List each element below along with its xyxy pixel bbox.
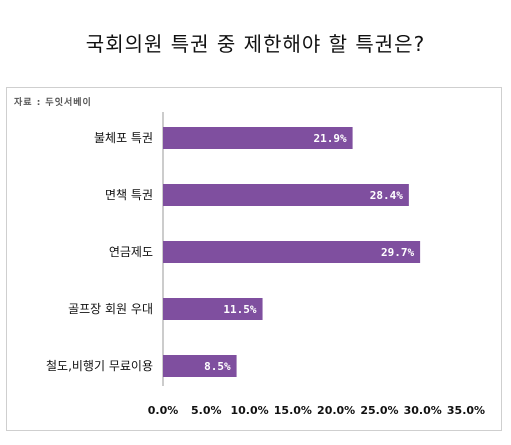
- value-label-4: 8.5%: [204, 360, 231, 373]
- x-tick-label-2: 10.0%: [230, 404, 268, 417]
- source-label: 자료 : 두잇서베이: [14, 98, 92, 108]
- bar-3: [163, 298, 263, 320]
- category-label-2: 연금제도: [109, 245, 153, 259]
- value-label-1: 28.4%: [370, 189, 403, 202]
- bar-1: [163, 184, 409, 206]
- bar-layer: 불체포 특권 21.9% 면책 특권 28.4% 연금제도 29.7% 골프장 회원 우대 1…: [46, 127, 421, 377]
- x-tick-label-1: 5.0%: [191, 404, 222, 417]
- value-label-3: 11.5%: [223, 303, 256, 316]
- tick-layer: 0.0% 5.0% 10.0% 15.0% 20.0% 25.0% 30.0% 35.0%: [148, 404, 485, 417]
- bar-2: [163, 241, 421, 263]
- category-label-3: 골프장 회원 우대: [68, 302, 153, 316]
- x-tick-label-0: 0.0%: [148, 404, 179, 417]
- category-label-1: 면책 특권: [105, 187, 153, 202]
- value-label-0: 21.9%: [313, 132, 346, 145]
- bar-0: [163, 127, 353, 149]
- bar-4: [163, 355, 237, 377]
- x-tick-label-6: 30.0%: [404, 404, 442, 417]
- x-tick-label-4: 20.0%: [317, 404, 355, 417]
- x-tick-label-7: 35.0%: [447, 404, 485, 417]
- chart-title: 국회의원 특권 중 제한해야 할 특권은?: [85, 32, 426, 56]
- x-tick-label-5: 25.0%: [360, 404, 398, 417]
- x-tick-label-3: 15.0%: [274, 404, 312, 417]
- value-label-2: 29.7%: [381, 246, 414, 259]
- category-label-4: 철도,비행기 무료이용: [46, 358, 153, 373]
- category-label-0: 불체포 특권: [94, 131, 153, 145]
